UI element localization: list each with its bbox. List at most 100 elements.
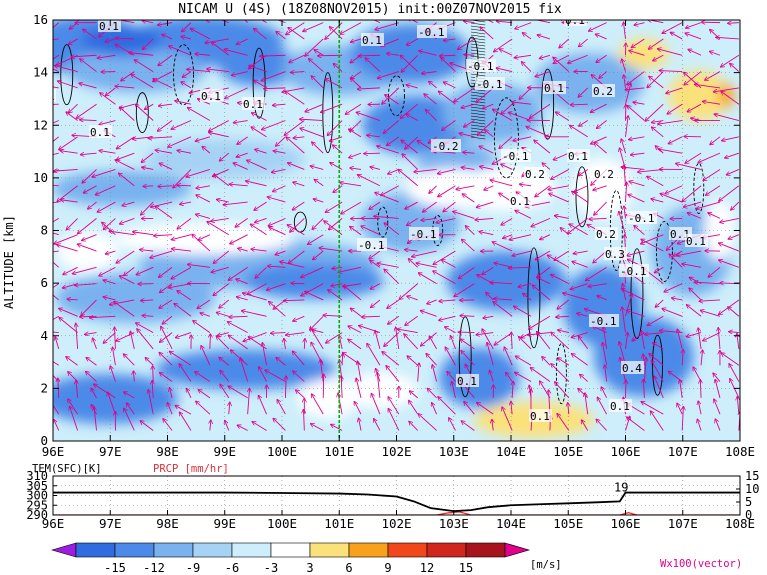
- wind-vector: [105, 87, 116, 96]
- wind-vector: [621, 139, 626, 154]
- wind-vector: [370, 260, 381, 268]
- wind-vector: [449, 418, 456, 431]
- contour-line: [541, 68, 555, 140]
- wind-vector: [68, 372, 78, 382]
- wind-vector: [528, 332, 550, 335]
- wind-vector: [572, 191, 588, 203]
- contour-label: -0.1: [502, 150, 529, 163]
- wind-vector: [196, 185, 210, 188]
- wind-vector: [189, 87, 210, 93]
- wind-vector: [424, 94, 437, 105]
- wind-vector: [582, 420, 589, 431]
- wind-vector: [59, 318, 78, 333]
- chart-title: NICAM U (4S) (18Z08NOV2015) init:00Z07NO…: [178, 2, 562, 17]
- wind-vector: [58, 81, 78, 89]
- wind-vector: [460, 316, 475, 317]
- wind-vector: [54, 234, 78, 244]
- wind-vector: [153, 366, 154, 382]
- contour-label: 0.1: [544, 82, 564, 95]
- wind-vector: [219, 299, 230, 308]
- colorbar-tick-label: 12: [420, 561, 434, 575]
- wind-vector: [68, 38, 78, 44]
- wind-vector: [252, 113, 267, 121]
- wind-vector: [501, 103, 513, 114]
- wind-vector: [186, 169, 210, 176]
- wind-vector: [628, 195, 645, 203]
- wind-vector: [80, 120, 97, 121]
- wind-vector: [432, 403, 437, 415]
- wind-vector: [177, 291, 192, 301]
- wind-vector: [633, 102, 645, 104]
- y-tick-label: 16: [33, 12, 48, 27]
- y-tick-label: 4: [40, 328, 48, 343]
- wind-vector: [145, 358, 154, 366]
- wind-vector: [442, 120, 456, 131]
- wind-vector: [303, 22, 324, 32]
- wind-vector: [248, 337, 267, 350]
- wind-vector: [265, 370, 286, 382]
- wind-vector: [622, 59, 626, 72]
- wind-vector: [593, 185, 607, 190]
- wind-vector: [328, 290, 343, 301]
- surface-left-tick-label: 300: [26, 489, 48, 503]
- wind-vector: [204, 20, 211, 24]
- wind-vector: [407, 38, 418, 45]
- contour-label-bg: [200, 89, 223, 102]
- wind-vector: [461, 167, 475, 169]
- wind-vector: [553, 54, 570, 63]
- wind-vector: [109, 231, 135, 236]
- surface-x-tick-label: 102E: [381, 516, 411, 531]
- wind-vector: [451, 336, 456, 350]
- wind-vector: [655, 266, 664, 272]
- colorbar-bin: [387, 542, 428, 558]
- contour-label-bg: [589, 314, 619, 327]
- wind-vector: [78, 218, 97, 233]
- contour-label-bg: [409, 227, 439, 240]
- wind-vector: [410, 391, 418, 399]
- wind-vector: [482, 329, 494, 350]
- wind-vector: [433, 271, 456, 285]
- wind-vector: [61, 200, 78, 203]
- wind-vector: [53, 374, 60, 382]
- wind-vector: [158, 23, 173, 25]
- wind-vector: [121, 71, 135, 81]
- wind-vector: [477, 403, 494, 415]
- wind-vector: [351, 71, 362, 79]
- wind-vector: [558, 358, 570, 366]
- wind-vector: [721, 353, 740, 366]
- x-tick-label: 97E: [99, 444, 122, 459]
- wind-vector: [668, 136, 683, 144]
- wind-vector: [400, 103, 418, 118]
- wind-vector: [520, 184, 532, 186]
- wind-vector: [464, 21, 475, 22]
- contour-label: 0.1: [568, 150, 588, 163]
- wind-vector: [405, 315, 418, 325]
- wind-vector: [228, 322, 248, 333]
- wind-vector: [444, 39, 456, 41]
- wind-vector: [572, 354, 588, 366]
- wind-vector: [647, 315, 664, 325]
- contour-label: 0.3: [605, 248, 625, 261]
- wind-vector: [441, 260, 456, 268]
- main-panel: 0.10.1-0.10.10.10.10.20.10.10.11-0.1-0.2…: [2, 12, 755, 459]
- wind-vectors: [53, 20, 740, 431]
- wind-vector: [682, 350, 683, 366]
- wind-vector: [439, 315, 456, 320]
- wind-vector: [311, 76, 324, 89]
- wind-vector: [99, 151, 116, 154]
- wind-vector: [487, 20, 494, 24]
- wind-vector: [626, 333, 628, 349]
- wind-vector: [142, 167, 154, 169]
- wind-vector: [126, 403, 135, 415]
- contour-label: -0.1: [620, 265, 647, 278]
- wind-vector: [721, 92, 740, 105]
- x-tick-label: 105E: [553, 444, 583, 459]
- wind-vector: [370, 283, 381, 289]
- contour-label: 0.1: [99, 20, 119, 33]
- contour-label-bg: [619, 264, 649, 277]
- wind-vector: [229, 402, 230, 415]
- wind-vector: [624, 22, 626, 39]
- wind-vector: [705, 71, 721, 81]
- wind-vector: [513, 136, 532, 141]
- wind-vector: [129, 53, 154, 56]
